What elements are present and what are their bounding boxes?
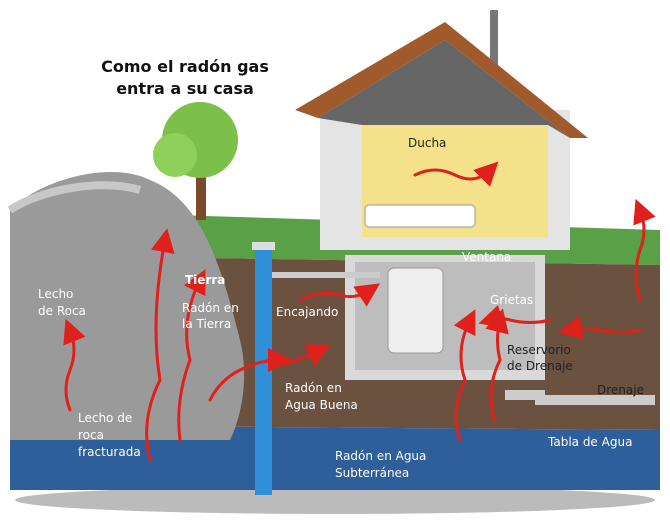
label: roca [78,428,104,442]
label: Lecho de [78,411,132,425]
label: Radón en [285,381,342,395]
label: Drenaje [597,383,644,397]
label: de Roca [38,304,86,318]
shadow [15,486,655,514]
label: Ducha [408,136,446,150]
label: Grietas [490,293,533,307]
tree-crown [153,133,197,177]
bathtub [365,205,475,227]
label: Radón en [182,301,239,315]
label: Ventana [462,250,511,264]
diagram: Como el radón gas entra a su casa Ducha … [0,0,670,520]
well [255,245,272,495]
label: Tierra [185,273,225,287]
label: fracturada [78,445,141,459]
label: Subterránea [335,466,409,480]
label: Encajando [276,305,338,319]
well-cap [252,242,275,250]
label: Lecho [38,287,73,301]
label: Agua Buena [285,398,358,412]
title: Como el radón gas [101,57,269,76]
label: de Drenaje [507,359,573,373]
water-tank [388,268,443,353]
label: la Tierra [182,317,231,331]
label: Reservorio [507,343,571,357]
label: Tabla de Agua [547,435,632,449]
label: Radón en Agua [335,449,426,463]
title: entra a su casa [116,79,254,98]
